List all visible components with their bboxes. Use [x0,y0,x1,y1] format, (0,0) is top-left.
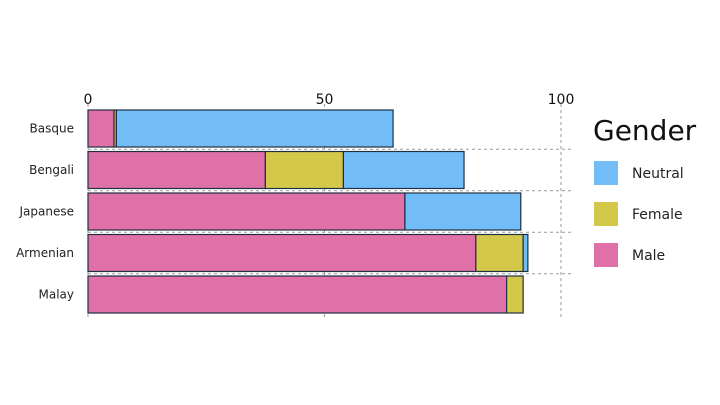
bar-bengali-neutral [342,150,465,190]
bar-basque-male [87,109,115,148]
category-label-japanese: Japanese [19,205,75,219]
bar-armenian-neutral [522,233,529,273]
x-tick-label-100: 100 [548,92,575,108]
x-tick-label-0: 0 [84,92,93,108]
bar-armenian-male [87,233,477,273]
legend-swatch-neutral [594,161,618,185]
bar-malay-male [87,275,508,314]
legend-label-male: Male [632,248,665,264]
x-axis-ticks: 0 50 100 [84,92,575,108]
bar-basque-neutral [115,109,394,148]
category-label-basque: Basque [30,122,74,136]
bar-japanese-neutral [404,192,522,231]
bar-japanese-male [87,192,406,231]
category-labels: Basque Bengali Japanese Armenian Malay [16,122,74,302]
legend-label-neutral: Neutral [632,166,684,182]
legend-swatch-male [594,243,618,267]
bar-bengali-female [264,150,345,190]
legend-label-female: Female [632,207,683,223]
legend-swatch-female [594,202,618,226]
category-label-malay: Malay [39,288,75,302]
bar-bengali-male [87,150,266,190]
legend: Gender Neutral Female Male [593,114,697,267]
bars [87,109,529,314]
bar-armenian-female [475,233,524,273]
legend-title: Gender [593,114,697,147]
bar-malay-female [506,275,524,314]
category-label-bengali: Bengali [29,163,74,177]
category-label-armenian: Armenian [16,246,74,260]
x-tick-label-50: 50 [316,92,334,108]
